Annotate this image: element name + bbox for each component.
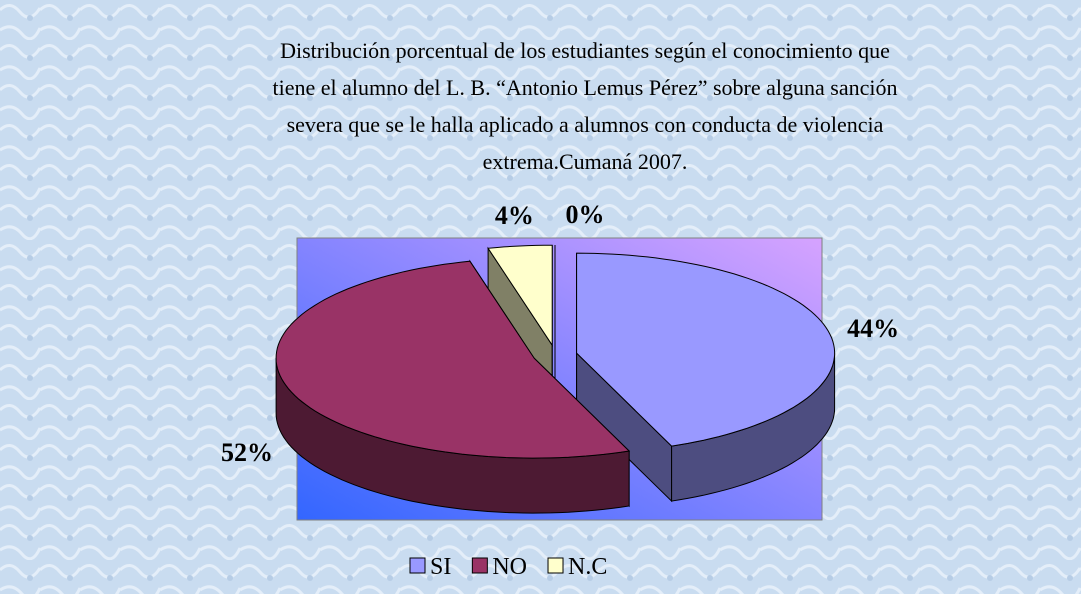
slice-top (487, 244, 553, 347)
title: Distribución porcentual de los estudiant… (273, 38, 898, 174)
title-line: extrema.Cumaná 2007. (483, 149, 688, 174)
slice (576, 252, 836, 503)
title-line: tiene el alumno del L. B. “Antonio Lemus… (273, 75, 898, 100)
data-label: 0% (566, 200, 605, 229)
legend-swatch (547, 557, 564, 574)
legend-swatch (409, 557, 426, 574)
legend-swatch (471, 557, 488, 574)
legend-label: SI (430, 554, 451, 580)
data-label: 52% (221, 438, 273, 467)
legend-label: N.C (568, 554, 607, 580)
slice-top (576, 252, 836, 447)
slice-top (275, 260, 631, 459)
data-label: 44% (847, 314, 899, 343)
pie: 44% 52% 4% 0% (221, 200, 899, 514)
title-line: severa que se le halla aplicado a alumno… (287, 112, 884, 137)
data-label: 4% (495, 201, 534, 230)
legend-label: NO (492, 554, 527, 580)
slice (275, 259, 631, 514)
legend: SI NO N.C (409, 554, 607, 580)
title-line: Distribución porcentual de los estudiant… (280, 38, 890, 63)
